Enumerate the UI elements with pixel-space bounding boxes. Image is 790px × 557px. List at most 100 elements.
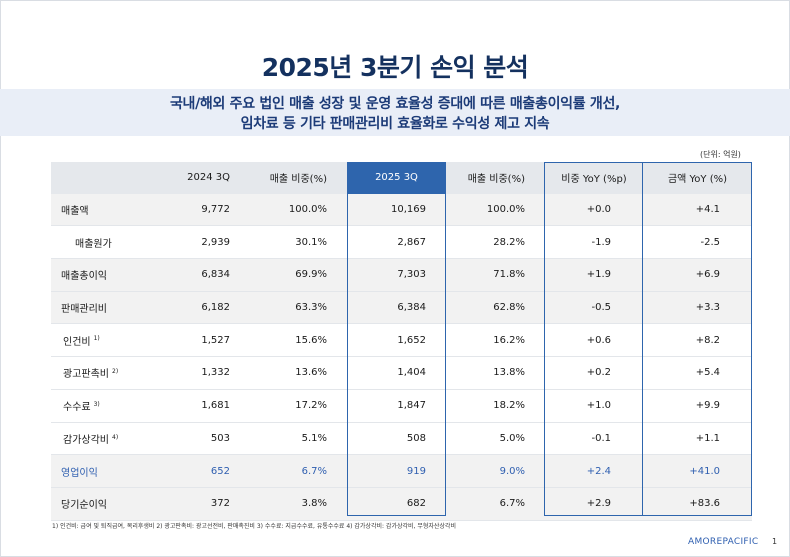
income-statement-table: 2024 3Q 매출 비중(%) 2025 3Q 매출 비중(%) 비중 YoY…: [51, 162, 752, 521]
value-2024q3: 1,681: [152, 389, 250, 423]
value-2025q3: 1,404: [347, 356, 446, 390]
amount-yoy: +3.3: [643, 291, 752, 325]
table-row: 매출원가 2,939 30.1% 2,867 28.2% -1.9 -2.5: [51, 225, 752, 260]
row-label-text: 인건비: [63, 336, 91, 348]
footnote: 1) 인건비: 급여 및 퇴직급여, 복리후생비 2) 광고판촉비: 광고선전비…: [52, 523, 456, 530]
ratio-yoy: -0.5: [545, 291, 643, 325]
row-label: 매출원가: [51, 225, 152, 260]
ratio-yoy: +1.9: [545, 258, 643, 292]
page-number: 1: [772, 537, 778, 546]
share-2024q3: 6.7%: [250, 454, 347, 488]
value-2024q3: 503: [152, 422, 250, 456]
value-2024q3: 1,332: [152, 356, 250, 390]
page-title: 2025년 3분기 손익 분석: [261, 53, 529, 82]
ratio-yoy: +0.0: [545, 193, 643, 227]
value-2024q3: 372: [152, 487, 250, 521]
subtitle-line-2: 임차료 등 기타 판매관리비 효율화로 수익성 제고 지속: [240, 116, 550, 132]
value-2024q3: 9,772: [152, 193, 250, 227]
header-2024q3: 2024 3Q: [152, 162, 250, 194]
row-label-text: 수수료: [63, 402, 91, 414]
value-2025q3: 1,652: [347, 323, 446, 358]
table-row: 당기순이익 372 3.8% 682 6.7% +2.9 +83.6: [51, 487, 752, 521]
table-row: 판매관리비 6,182 63.3% 6,384 62.8% -0.5 +3.3: [51, 291, 752, 325]
table-row: 인건비 1) 1,527 15.6% 1,652 16.2% +0.6 +8.2: [51, 323, 752, 358]
ratio-yoy: -0.1: [545, 422, 643, 456]
row-label: 광고판촉비 2): [51, 356, 152, 390]
table-row: 영업이익 652 6.7% 919 9.0% +2.4 +41.0: [51, 454, 752, 488]
amount-yoy: +41.0: [643, 454, 752, 488]
amorepacific-logo: AMOREPACIFIC: [688, 537, 759, 547]
share-2024q3: 100.0%: [250, 193, 347, 227]
footnote-marker: 1): [93, 335, 100, 343]
amount-yoy: -2.5: [643, 225, 752, 260]
subtitle-line-1: 국내/해외 주요 법인 매출 성장 및 운영 효율성 증대에 따른 매출총이익률…: [169, 96, 621, 112]
value-2024q3: 2,939: [152, 225, 250, 260]
share-2025q3: 9.0%: [446, 454, 545, 488]
table-row: 광고판촉비 2) 1,332 13.6% 1,404 13.8% +0.2 +5.4: [51, 356, 752, 390]
share-2025q3: 28.2%: [446, 225, 545, 260]
row-label-text: 매출액: [61, 206, 89, 218]
share-2024q3: 63.3%: [250, 291, 347, 325]
amount-yoy: +9.9: [643, 389, 752, 423]
share-2024q3: 13.6%: [250, 356, 347, 390]
share-2025q3: 5.0%: [446, 422, 545, 456]
value-2025q3: 2,867: [347, 225, 446, 260]
share-2025q3: 100.0%: [446, 193, 545, 227]
share-2025q3: 6.7%: [446, 487, 545, 521]
share-2024q3: 5.1%: [250, 422, 347, 456]
row-label-text: 당기순이익: [61, 500, 107, 512]
ratio-yoy: +0.2: [545, 356, 643, 390]
share-2025q3: 16.2%: [446, 323, 545, 358]
row-label: 감가상각비 4): [51, 422, 152, 456]
footnote-marker: 2): [112, 368, 119, 376]
value-2024q3: 6,834: [152, 258, 250, 292]
subtitle-band: 국내/해외 주요 법인 매출 성장 및 운영 효율성 증대에 따른 매출총이익률…: [0, 89, 790, 136]
table-row: 매출액 9,772 100.0% 10,169 100.0% +0.0 +4.1: [51, 193, 752, 227]
share-2025q3: 71.8%: [446, 258, 545, 292]
row-label: 수수료 3): [51, 389, 152, 423]
row-label-text: 영업이익: [61, 467, 98, 479]
value-2025q3: 682: [347, 487, 446, 521]
share-2024q3: 15.6%: [250, 323, 347, 358]
amount-yoy: +4.1: [643, 193, 752, 227]
header-ratio-yoy: 비중 YoY (%p): [545, 162, 643, 194]
row-label: 인건비 1): [51, 323, 152, 358]
footnote-marker: 3): [93, 400, 100, 408]
value-2025q3: 1,847: [347, 389, 446, 423]
row-label: 당기순이익: [51, 487, 152, 521]
value-2025q3: 10,169: [347, 193, 446, 227]
value-2024q3: 6,182: [152, 291, 250, 325]
header-2025q3: 2025 3Q: [347, 162, 446, 194]
row-label: 매출총이익: [51, 258, 152, 292]
row-label: 영업이익: [51, 454, 152, 488]
amount-yoy: +1.1: [643, 422, 752, 456]
share-2025q3: 13.8%: [446, 356, 545, 390]
ratio-yoy: +2.4: [545, 454, 643, 488]
value-2024q3: 652: [152, 454, 250, 488]
ratio-yoy: +1.0: [545, 389, 643, 423]
table-row: 수수료 3) 1,681 17.2% 1,847 18.2% +1.0 +9.9: [51, 389, 752, 423]
amount-yoy: +6.9: [643, 258, 752, 292]
value-2024q3: 1,527: [152, 323, 250, 358]
unit-label: (단위: 억원): [700, 150, 741, 159]
value-2025q3: 6,384: [347, 291, 446, 325]
share-2024q3: 30.1%: [250, 225, 347, 260]
share-2024q3: 17.2%: [250, 389, 347, 423]
table-row: 매출총이익 6,834 69.9% 7,303 71.8% +1.9 +6.9: [51, 258, 752, 292]
header-amount-yoy: 금액 YoY (%): [643, 162, 752, 194]
share-2024q3: 3.8%: [250, 487, 347, 521]
table-row: 감가상각비 4) 503 5.1% 508 5.0% -0.1 +1.1: [51, 422, 752, 456]
ratio-yoy: -1.9: [545, 225, 643, 260]
header-share-2025: 매출 비중(%): [446, 162, 545, 194]
ratio-yoy: +2.9: [545, 487, 643, 521]
ratio-yoy: +0.6: [545, 323, 643, 358]
row-label-text: 감가상각비: [63, 434, 109, 446]
share-2025q3: 62.8%: [446, 291, 545, 325]
row-label: 매출액: [51, 193, 152, 227]
share-2025q3: 18.2%: [446, 389, 545, 423]
share-2024q3: 69.9%: [250, 258, 347, 292]
amount-yoy: +8.2: [643, 323, 752, 358]
amount-yoy: +83.6: [643, 487, 752, 521]
row-label-text: 판매관리비: [61, 304, 107, 316]
value-2025q3: 508: [347, 422, 446, 456]
